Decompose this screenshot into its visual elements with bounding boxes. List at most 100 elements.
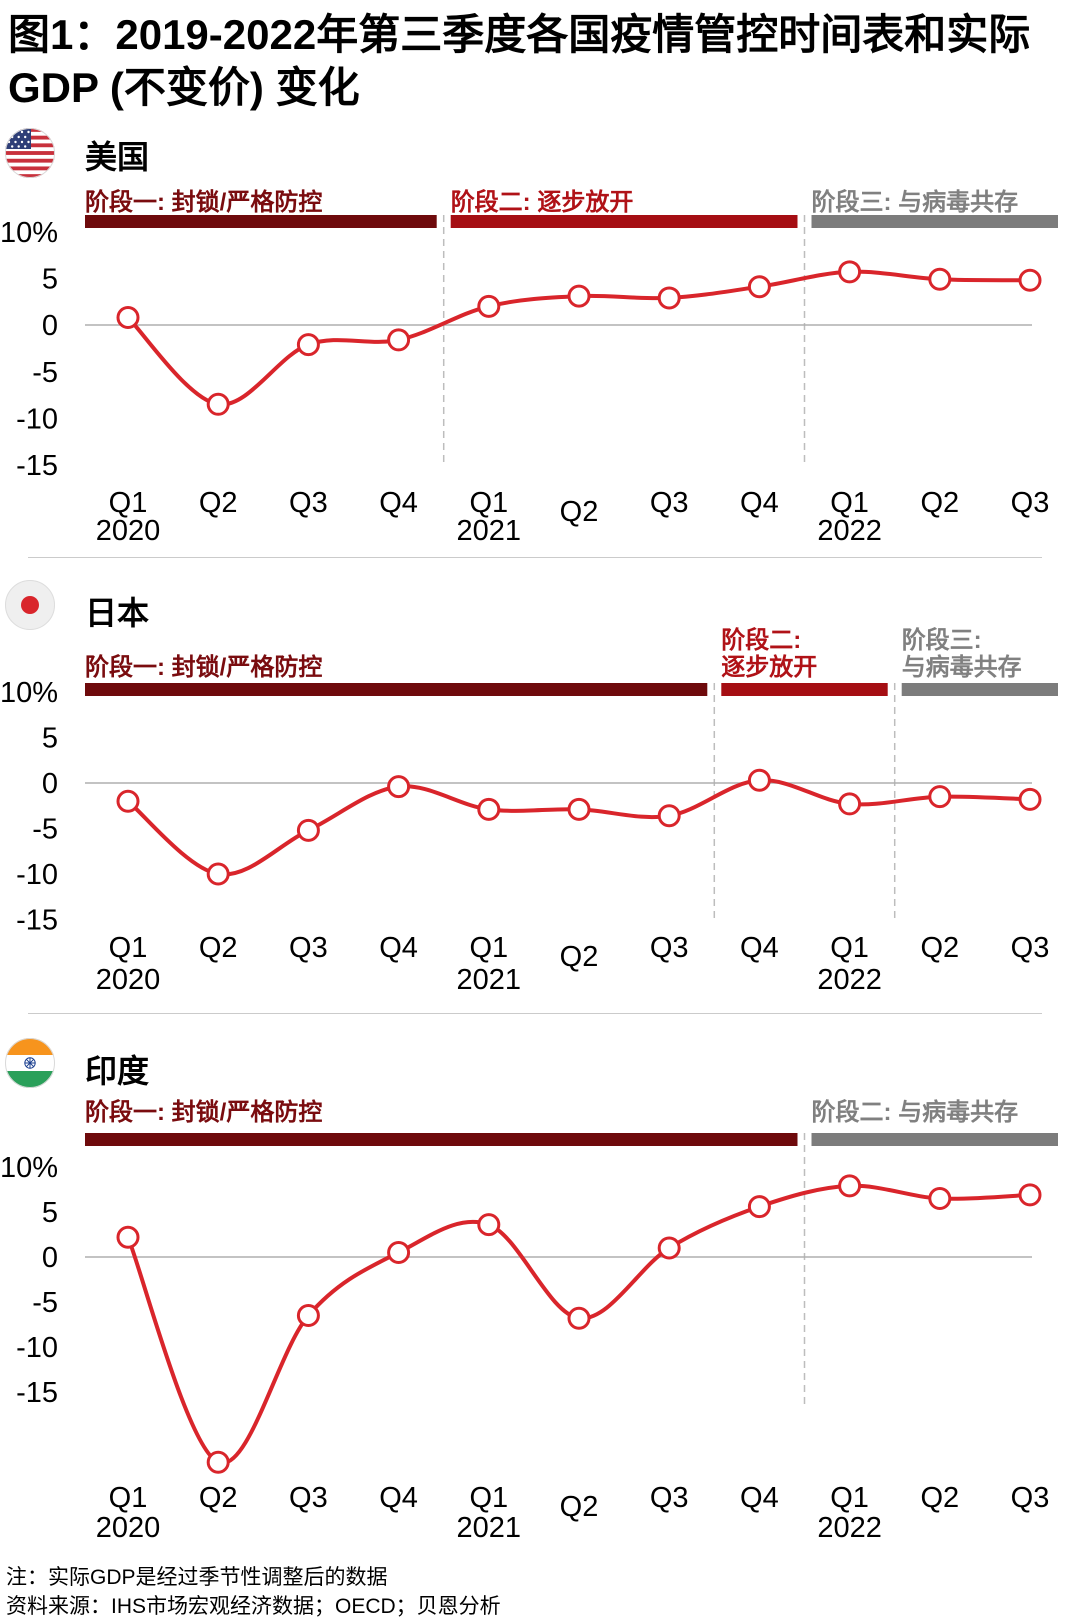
- x-axis-quarter-label: Q3: [1011, 487, 1050, 519]
- y-axis-tick-label: 5: [42, 723, 58, 755]
- figure-title: 图1：2019-2022年第三季度各国疫情管控时间表和实际 GDP (不变价) …: [8, 8, 1072, 115]
- data-point-marker: [477, 294, 501, 318]
- footnotes: 注：实际GDP是经过季节性调整后的数据 资料来源：IHS市场宏观经济数据；OEC…: [6, 1564, 501, 1620]
- data-point-marker: [928, 785, 952, 809]
- data-point-marker: [657, 1236, 681, 1260]
- x-axis-quarter-label: Q1: [830, 932, 869, 964]
- india-gdp-plot: 阶段一: 封锁/严格防控 阶段二: 与病毒共存 10% 5 0 -5 -10 -15 Q1 Q2 Q…: [0, 1098, 1058, 1544]
- x-axis-year-label: 2020: [96, 515, 161, 547]
- x-axis-quarter-label: Q2: [920, 487, 959, 519]
- y-axis-tick-label: 10%: [0, 677, 58, 709]
- x-axis-quarter-label: Q1: [469, 932, 508, 964]
- data-point-marker: [387, 1241, 411, 1264]
- x-axis-year-label: 2021: [457, 1512, 522, 1544]
- data-point-marker: [567, 1306, 591, 1330]
- y-axis-tick-label: 10%: [0, 1152, 58, 1184]
- x-axis-quarter-label: Q1: [109, 487, 148, 519]
- phase-bar: [85, 683, 708, 696]
- x-axis-quarter-label: Q2: [560, 496, 599, 528]
- section-divider: [28, 1013, 1042, 1014]
- phase-label: 阶段二: 逐步放开: [451, 188, 634, 216]
- data-point-marker: [747, 768, 771, 792]
- x-axis-year-label: 2022: [817, 964, 882, 996]
- x-axis-quarter-label: Q4: [379, 487, 418, 519]
- y-axis-tick-label: 5: [42, 264, 58, 296]
- x-axis-year-label: 2021: [457, 515, 522, 547]
- x-axis-quarter-label: Q1: [469, 487, 508, 519]
- y-axis-tick-label: -15: [16, 1377, 58, 1409]
- phase-label: 阶段二: 与病毒共存: [812, 1098, 1019, 1126]
- data-point-marker: [206, 862, 230, 886]
- data-point-marker: [747, 1195, 771, 1219]
- data-point-marker: [928, 267, 952, 291]
- data-point-marker: [206, 392, 230, 416]
- chart-india: 印度 阶段一: 封锁/严格防控 阶段二: 与病毒共存 10% 5 0 -5 -10 -15 Q1…: [0, 1016, 1080, 1560]
- data-point-marker: [387, 328, 411, 352]
- phase-label: 阶段二:: [721, 626, 801, 654]
- x-axis-quarter-label: Q3: [1011, 932, 1050, 964]
- x-axis-quarter-label: Q3: [289, 487, 328, 519]
- x-axis-quarter-label: Q2: [199, 932, 238, 964]
- y-axis-tick-label: -10: [16, 403, 58, 435]
- y-axis-tick-label: -15: [16, 450, 58, 482]
- country-label-india: 印度: [85, 1053, 150, 1089]
- chart-us: 美国 阶段一: 封锁/严格防控 阶段二: 逐步放开 阶段三: 与病毒共存 10% 5 0 -…: [0, 120, 1080, 560]
- x-axis-year-label: 2021: [457, 964, 522, 996]
- x-axis-quarter-label: Q2: [199, 487, 238, 519]
- phase-bar: [811, 1133, 1058, 1146]
- figure-title-line2: GDP (不变价) 变化: [8, 64, 360, 112]
- y-axis-tick-label: -5: [32, 814, 58, 846]
- x-axis-quarter-label: Q1: [109, 1482, 148, 1514]
- footnote-note: 注：实际GDP是经过季节性调整后的数据: [6, 1566, 388, 1589]
- x-axis-quarter-label: Q4: [740, 1482, 779, 1514]
- phase-bar: [450, 215, 798, 228]
- y-axis-tick-label: 5: [42, 1197, 58, 1229]
- x-axis-quarter-label: Q4: [740, 487, 779, 519]
- phase-label: 阶段三: 与病毒共存: [812, 188, 1019, 216]
- phase-bar: [811, 215, 1058, 228]
- country-label-us: 美国: [85, 139, 150, 175]
- data-point-marker: [116, 789, 140, 813]
- data-point-marker: [477, 1213, 501, 1237]
- japan-flag-icon: [5, 580, 55, 630]
- data-point-marker: [116, 1225, 140, 1249]
- phase-label: 逐步放开: [721, 653, 817, 681]
- x-axis-quarter-label: Q4: [379, 932, 418, 964]
- x-axis-quarter-label: Q3: [650, 487, 689, 519]
- data-point-marker: [296, 333, 320, 357]
- y-axis-tick-label: 0: [42, 768, 58, 800]
- x-axis-year-label: 2022: [817, 515, 882, 547]
- y-axis-tick-label: -15: [16, 905, 58, 937]
- x-axis-quarter-label: Q2: [920, 932, 959, 964]
- data-point-marker: [567, 284, 591, 308]
- data-point-marker: [206, 1450, 230, 1474]
- data-point-marker: [838, 260, 862, 284]
- data-point-marker: [296, 1304, 320, 1327]
- section-divider: [28, 557, 1042, 558]
- x-axis-quarter-label: Q3: [650, 1482, 689, 1514]
- x-axis-year-label: 2020: [96, 1512, 161, 1544]
- y-axis-tick-label: -10: [16, 859, 58, 891]
- data-point-marker: [1018, 1183, 1042, 1207]
- data-point-marker: [116, 306, 140, 330]
- data-point-marker: [477, 797, 501, 821]
- x-axis-quarter-label: Q2: [199, 1482, 238, 1514]
- x-axis-quarter-label: Q4: [740, 932, 779, 964]
- phase-bar: [901, 683, 1058, 696]
- phase-label: 阶段三:: [902, 626, 982, 654]
- chart-japan: 日本 阶段一: 封锁/严格防控 阶段二: 逐步放开 阶段三: 与病毒共存 10% 5 0 -5 -…: [0, 560, 1080, 1014]
- data-point-marker: [296, 818, 320, 842]
- phase-label: 阶段一: 封锁/严格防控: [85, 188, 322, 216]
- india-flag-icon: [5, 1038, 55, 1088]
- y-axis-tick-label: 10%: [0, 217, 58, 249]
- phase-label: 阶段一: 封锁/严格防控: [85, 653, 322, 681]
- country-label-japan: 日本: [85, 595, 150, 631]
- data-point-marker: [657, 804, 681, 828]
- x-axis-quarter-label: Q3: [289, 932, 328, 964]
- x-axis-quarter-label: Q1: [830, 487, 869, 519]
- x-axis-quarter-label: Q4: [379, 1482, 418, 1514]
- y-axis-tick-label: -10: [16, 1332, 58, 1364]
- data-point-marker: [567, 797, 591, 821]
- x-axis-quarter-label: Q2: [560, 1491, 599, 1523]
